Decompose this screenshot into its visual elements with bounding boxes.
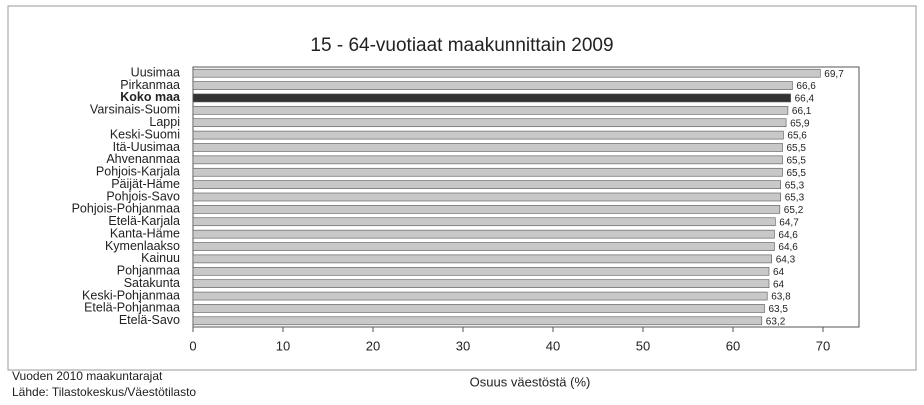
y-tick-label: Kainuu [141, 251, 180, 265]
y-tick-label: Satakunta [124, 276, 180, 290]
bar [192, 81, 793, 90]
note: Lähde: Tilastokeskus/Väestötilasto [12, 385, 196, 399]
bar [192, 93, 791, 103]
bar [192, 155, 783, 165]
value-label: 64 [773, 279, 785, 290]
value-label: 63,8 [771, 292, 791, 303]
y-tick-label: Etelä-Pohjanmaa [84, 301, 180, 315]
y-tick-label: Itä-Uusimaa [113, 140, 180, 154]
value-label: 65,2 [784, 205, 804, 216]
y-tick-label: Pohjois-Pohjanmaa [72, 202, 180, 216]
value-label: 64,6 [778, 242, 798, 253]
value-label: 65,3 [785, 193, 805, 204]
x-tick-label: 60 [726, 338, 740, 353]
value-label: 65,9 [790, 118, 810, 129]
bar [192, 291, 768, 301]
value-label: 65,5 [787, 155, 807, 166]
y-tick-label: Pohjois-Karjala [96, 165, 180, 179]
x-tick-label: 50 [636, 338, 650, 353]
value-label: 65,5 [787, 168, 807, 179]
note: Vuoden 2010 maakuntarajat [12, 369, 163, 383]
y-tick-label: Pirkanmaa [120, 78, 180, 92]
y-tick-label: Päijät-Häme [111, 177, 180, 191]
y-tick-label: Varsinais-Suomi [90, 103, 180, 117]
value-label: 66,6 [796, 81, 816, 92]
value-label: 65,5 [787, 143, 807, 154]
y-tick-label: Etelä-Karjala [108, 214, 180, 228]
y-tick-label: Kanta-Häme [110, 226, 180, 240]
value-label: 69,7 [824, 69, 844, 80]
y-tick-label: Kymenlaakso [105, 239, 180, 253]
y-tick-label: Pohjanmaa [117, 264, 180, 278]
value-label: 65,6 [787, 131, 807, 142]
bar [192, 279, 770, 288]
y-tick-label: Uusimaa [131, 65, 180, 79]
y-tick-label: Lappi [149, 115, 180, 129]
bar [192, 217, 776, 227]
bar [192, 130, 784, 140]
value-label: 64,3 [776, 255, 796, 266]
bar [192, 167, 783, 177]
y-tick-label: Etelä-Savo [119, 313, 180, 327]
value-label: 64 [773, 267, 785, 278]
y-tick-label: Pohjois-Savo [106, 189, 180, 203]
x-axis-label: Osuus väestöstä (%) [470, 374, 591, 389]
bar [192, 106, 789, 115]
value-label: 64,7 [779, 217, 799, 228]
bar [192, 304, 765, 313]
x-tick-label: 40 [546, 338, 560, 353]
bar [192, 205, 781, 214]
bar [192, 242, 775, 251]
bar [192, 192, 782, 202]
bar [192, 180, 782, 189]
value-label: 64,6 [778, 230, 798, 241]
bar [192, 316, 763, 326]
bar [192, 254, 773, 264]
value-label: 66,4 [795, 94, 815, 105]
x-tick-label: 0 [189, 338, 196, 353]
value-label: 65,3 [785, 180, 805, 191]
y-tick-label: Keski-Suomi [110, 127, 180, 141]
bar [192, 118, 787, 128]
chart-title: 15 - 64-vuotiaat maakunnittain 2009 [310, 35, 613, 56]
x-tick-label: 10 [276, 338, 290, 353]
bar [192, 68, 821, 78]
bar [192, 143, 783, 152]
value-label: 63,5 [769, 304, 789, 315]
value-label: 63,2 [766, 316, 786, 327]
x-tick-label: 70 [816, 338, 830, 353]
bar [192, 229, 775, 239]
y-tick-label: Keski-Pohjanmaa [82, 288, 180, 302]
bar [192, 266, 770, 276]
x-tick-label: 20 [366, 338, 380, 353]
y-tick-label: Koko maa [120, 90, 181, 104]
x-tick-label: 30 [456, 338, 470, 353]
y-tick-label: Ahvenanmaa [106, 152, 180, 166]
value-label: 66,1 [792, 106, 812, 117]
